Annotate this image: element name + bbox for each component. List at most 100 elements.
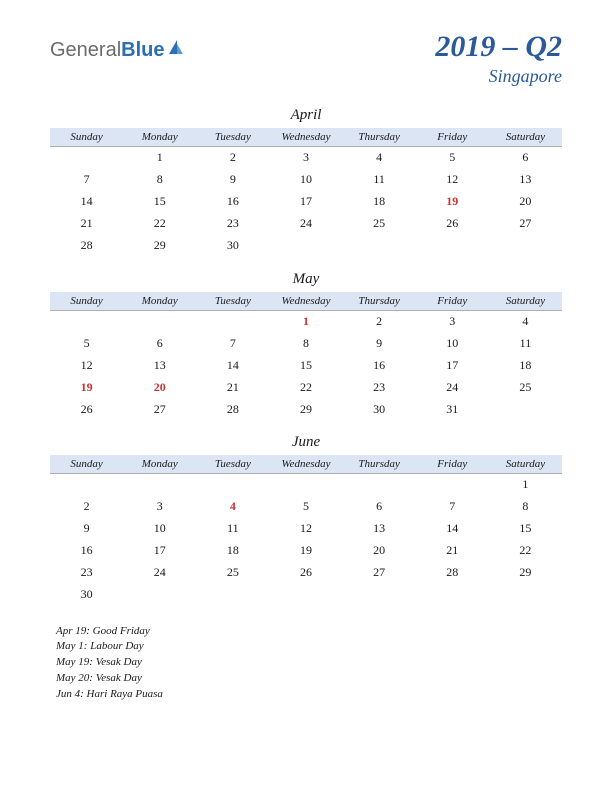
calendar-cell: 25 xyxy=(489,376,562,398)
calendar-row: 30 xyxy=(50,584,562,606)
calendar-cell xyxy=(416,584,489,606)
day-header: Monday xyxy=(123,292,196,311)
calendar-cell: 15 xyxy=(123,191,196,213)
calendar-cell: 23 xyxy=(196,213,269,235)
calendar-cell: 20 xyxy=(343,540,416,562)
calendar-cell: 10 xyxy=(123,518,196,540)
calendar-cell: 6 xyxy=(343,496,416,518)
calendar-row: 567891011 xyxy=(50,332,562,354)
calendar-cell: 31 xyxy=(416,398,489,420)
calendar-cell: 24 xyxy=(269,213,342,235)
calendar-cell: 26 xyxy=(416,213,489,235)
calendar-cell xyxy=(123,310,196,332)
calendar-cell: 30 xyxy=(196,235,269,257)
calendar-cell xyxy=(196,584,269,606)
calendar-row: 19202122232425 xyxy=(50,376,562,398)
calendar-cell: 13 xyxy=(489,169,562,191)
calendar-cell xyxy=(416,235,489,257)
day-header: Thursday xyxy=(343,292,416,311)
day-header: Sunday xyxy=(50,128,123,147)
calendar-cell xyxy=(416,474,489,496)
calendar-cell: 26 xyxy=(50,398,123,420)
calendar-cell: 1 xyxy=(123,147,196,169)
calendar-cell: 1 xyxy=(269,310,342,332)
calendar-cell: 2 xyxy=(50,496,123,518)
calendar-cell: 27 xyxy=(343,562,416,584)
day-header: Saturday xyxy=(489,128,562,147)
calendars-container: AprilSundayMondayTuesdayWednesdayThursda… xyxy=(50,107,562,606)
calendar-row: 2345678 xyxy=(50,496,562,518)
calendar-cell xyxy=(489,584,562,606)
calendar-cell: 11 xyxy=(343,169,416,191)
calendar-cell: 21 xyxy=(50,213,123,235)
day-header: Sunday xyxy=(50,455,123,474)
calendar-cell: 2 xyxy=(196,147,269,169)
holiday-line: Jun 4: Hari Raya Puasa xyxy=(56,687,562,703)
calendar-cell: 5 xyxy=(50,332,123,354)
calendar-cell: 27 xyxy=(489,213,562,235)
calendar-cell: 10 xyxy=(269,169,342,191)
calendar-cell: 16 xyxy=(343,354,416,376)
calendar-cell: 19 xyxy=(50,376,123,398)
logo-sail-icon xyxy=(167,38,185,62)
calendar-cell xyxy=(489,235,562,257)
calendar-cell: 3 xyxy=(269,147,342,169)
calendar-cell xyxy=(50,474,123,496)
calendar-cell xyxy=(343,235,416,257)
calendar-cell: 4 xyxy=(343,147,416,169)
calendar-cell: 11 xyxy=(196,518,269,540)
calendar-cell: 28 xyxy=(416,562,489,584)
title-block: 2019 – Q2 Singapore xyxy=(435,30,562,87)
calendar-cell: 28 xyxy=(196,398,269,420)
month-name: May xyxy=(50,271,562,288)
calendar-cell: 29 xyxy=(489,562,562,584)
quarter-title: 2019 – Q2 xyxy=(435,30,562,64)
calendar-cell: 24 xyxy=(123,562,196,584)
calendar-cell: 20 xyxy=(489,191,562,213)
day-header: Saturday xyxy=(489,455,562,474)
day-header: Monday xyxy=(123,455,196,474)
calendar-cell xyxy=(269,235,342,257)
holidays-list: Apr 19: Good FridayMay 1: Labour DayMay … xyxy=(50,624,562,704)
calendar-cell: 27 xyxy=(123,398,196,420)
calendar-cell: 22 xyxy=(489,540,562,562)
calendar-cell xyxy=(269,474,342,496)
calendar-cell: 18 xyxy=(196,540,269,562)
calendar-cell: 18 xyxy=(489,354,562,376)
day-header: Wednesday xyxy=(269,128,342,147)
calendar-cell: 12 xyxy=(269,518,342,540)
calendar-row: 14151617181920 xyxy=(50,191,562,213)
holiday-line: May 19: Vesak Day xyxy=(56,655,562,671)
calendar-table: SundayMondayTuesdayWednesdayThursdayFrid… xyxy=(50,455,562,606)
calendar-cell: 9 xyxy=(343,332,416,354)
calendar-cell: 17 xyxy=(416,354,489,376)
day-header: Wednesday xyxy=(269,292,342,311)
calendar-cell: 13 xyxy=(343,518,416,540)
calendar-cell: 10 xyxy=(416,332,489,354)
calendar-cell: 7 xyxy=(196,332,269,354)
holiday-line: Apr 19: Good Friday xyxy=(56,624,562,640)
calendar-cell: 17 xyxy=(123,540,196,562)
logo-text-general: General xyxy=(50,39,121,62)
month-block: JuneSundayMondayTuesdayWednesdayThursday… xyxy=(50,434,562,606)
calendar-cell: 8 xyxy=(269,332,342,354)
holiday-line: May 20: Vesak Day xyxy=(56,671,562,687)
calendar-cell: 12 xyxy=(50,354,123,376)
calendar-cell xyxy=(343,584,416,606)
calendar-row: 16171819202122 xyxy=(50,540,562,562)
calendar-cell: 16 xyxy=(196,191,269,213)
day-header: Friday xyxy=(416,292,489,311)
calendar-cell xyxy=(123,584,196,606)
calendar-row: 21222324252627 xyxy=(50,213,562,235)
calendar-cell xyxy=(50,147,123,169)
logo-text-blue: Blue xyxy=(121,39,164,62)
calendar-cell: 26 xyxy=(269,562,342,584)
calendar-cell: 21 xyxy=(196,376,269,398)
calendar-cell: 15 xyxy=(489,518,562,540)
calendar-cell: 19 xyxy=(416,191,489,213)
calendar-table: SundayMondayTuesdayWednesdayThursdayFrid… xyxy=(50,292,562,421)
calendar-cell: 8 xyxy=(489,496,562,518)
calendar-row: 123456 xyxy=(50,147,562,169)
calendar-row: 23242526272829 xyxy=(50,562,562,584)
calendar-cell: 17 xyxy=(269,191,342,213)
